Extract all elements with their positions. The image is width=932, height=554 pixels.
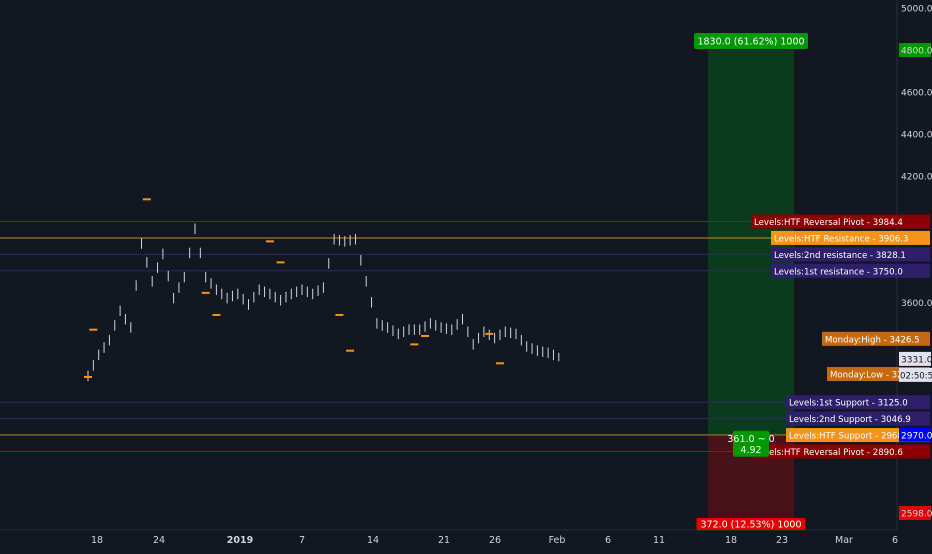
- target-price-badge: [899, 43, 931, 58]
- price-axis[interactable]: 5000.0 4800.0 4600.0 4400.0 4200.0 3600.0 2598…: [899, 5, 932, 521]
- time-tick-label: 2019: [227, 535, 253, 546]
- price-series[interactable]: [87, 223, 560, 382]
- price-tick-label: 4200.0: [901, 173, 932, 183]
- price-tick-label: 3600.0: [901, 299, 932, 309]
- time-tick-label: 18: [725, 535, 737, 546]
- status-line-1: 361.0 ~ 0: [727, 434, 774, 445]
- level-badge-text: Monday:High - 3426.5: [825, 335, 920, 345]
- level-badge: [771, 263, 930, 278]
- level-badge: [786, 411, 930, 426]
- time-tick-label: Mar: [835, 535, 853, 546]
- level-badge-text: Levels:HTF Reversal Pivot - 3984.4: [754, 218, 903, 228]
- status-box[interactable]: [733, 430, 769, 457]
- entry-price-badge: [899, 427, 931, 442]
- time-tick-label: Feb: [549, 535, 566, 546]
- entry-price-label: 2970.0: [901, 431, 932, 441]
- level-badge: [786, 428, 930, 443]
- time-tick-label: 6: [605, 535, 611, 546]
- level-badge-text: Levels:HTF Support - 2968.8: [789, 432, 911, 442]
- time-tick-label: 14: [367, 535, 379, 546]
- stop-price-badge: [899, 506, 931, 520]
- time-tick-label: 18: [91, 535, 103, 546]
- time-tick-label: 21: [438, 535, 450, 546]
- time-axis[interactable]: 18 24 2019 7 14 21 26 Feb 6 11 18 23 Mar 6: [91, 535, 898, 546]
- stop-label: 372.0 (12.53%) 1000: [700, 520, 801, 531]
- level-badge: [771, 230, 930, 245]
- time-tick-label: 7: [299, 535, 305, 546]
- time-tick-label: 6: [892, 535, 898, 546]
- price-tick-label: 2598.0: [901, 510, 932, 520]
- level-badge-text: Levels:1st resistance - 3750.0: [774, 267, 903, 277]
- level-badge-text: Levels:2nd Support - 3046.9: [789, 415, 911, 425]
- level-badge: [822, 331, 930, 346]
- time-tick-label: 23: [776, 535, 788, 546]
- level-badge-text: Levels:2nd resistance - 3828.1: [774, 251, 906, 261]
- pivot-markers: [84, 198, 504, 378]
- level-badge: [786, 395, 930, 410]
- level-badge-text: Monday:Low - 3259.0: [830, 371, 922, 381]
- level-badge: [751, 444, 930, 459]
- price-tick-label: 4800.0: [901, 47, 932, 57]
- status-line-2: 4.92: [740, 445, 761, 456]
- current-price-badge: [899, 351, 931, 366]
- level-badge: [751, 214, 930, 229]
- time-tick-label: 24: [153, 535, 165, 546]
- target-label: 1830.0 (61.62%) 1000: [697, 37, 804, 48]
- time-tick-label: 11: [653, 535, 665, 546]
- level-badge: [771, 247, 930, 262]
- price-tick-label: 5000.0: [901, 5, 932, 15]
- stop-label-box[interactable]: [696, 518, 806, 530]
- countdown-badge: [899, 367, 932, 382]
- level-badge-text: Levels:HTF Reversal Pivot - 2890.6: [754, 448, 903, 458]
- price-tick-label: 4600.0: [901, 89, 932, 99]
- price-tick-label: 4400.0: [901, 131, 932, 141]
- level-badge-text: Levels:HTF Resistance - 3906.3: [774, 234, 908, 244]
- countdown-label: 02:50:58: [900, 371, 932, 381]
- current-price-label: 3331.0: [901, 355, 932, 365]
- time-tick-label: 26: [489, 535, 501, 546]
- level-badge-text: Levels:1st Support - 3125.0: [789, 399, 908, 409]
- target-label-box[interactable]: [694, 33, 808, 50]
